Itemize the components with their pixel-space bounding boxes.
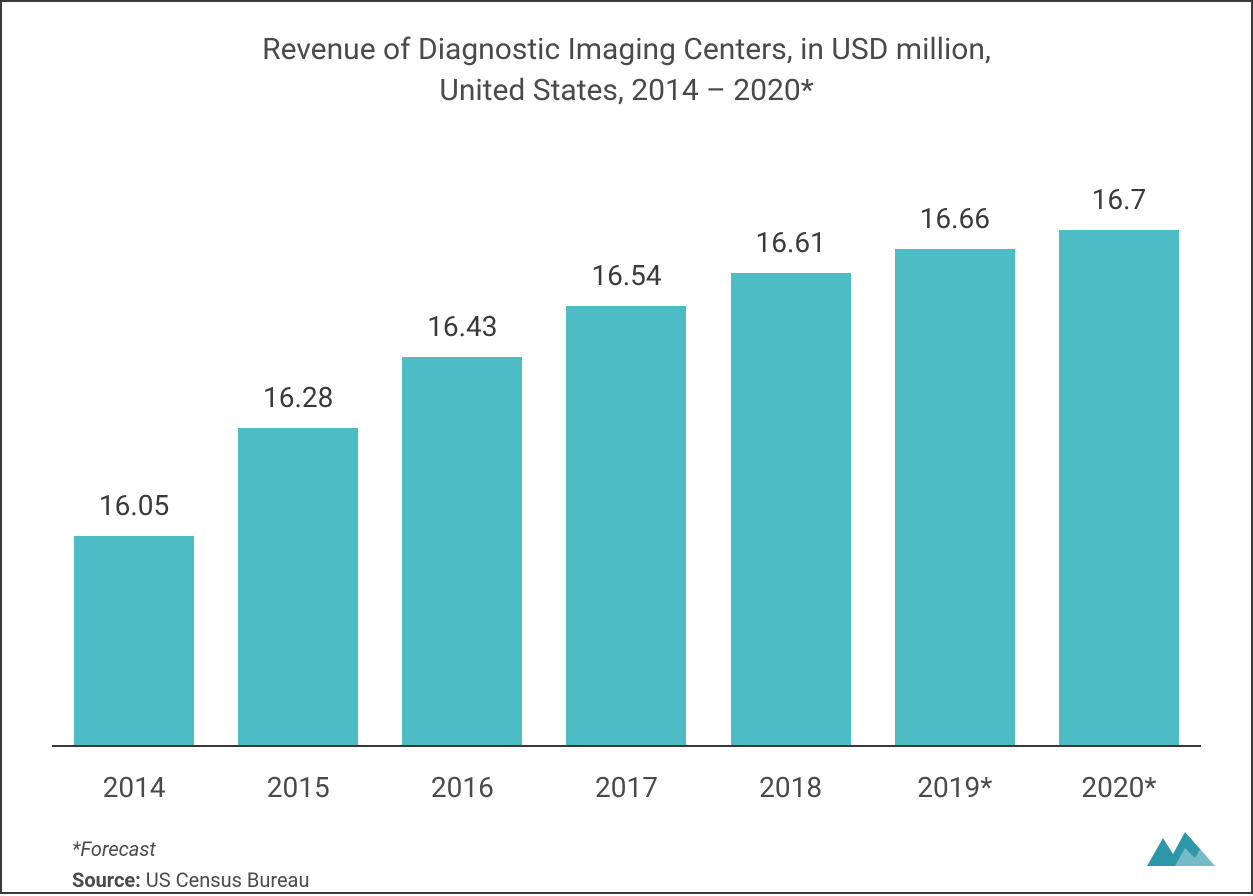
x-axis-label: 2018 [709,771,873,804]
bar-column: 16.43 [380,147,544,747]
x-axis-label: 2017 [544,771,708,804]
bar-value-label: 16.28 [263,381,333,414]
chart-title: Revenue of Diagnostic Imaging Centers, i… [42,30,1211,111]
bar-column: 16.54 [544,147,708,747]
source-label: Source: [72,868,141,892]
bar-value-label: 16.54 [591,259,661,292]
bar-column: 16.7 [1037,147,1201,747]
x-axis-baseline [52,745,1201,747]
bars-row: 16.05 16.28 16.43 16.54 16.61 16.66 16.7 [52,147,1201,747]
chart-title-line2: United States, 2014 – 2020* [439,73,813,108]
bar-value-label: 16.66 [920,202,990,235]
source-note: Source: US Census Bureau [72,865,1211,896]
x-axis-label: 2014 [52,771,216,804]
bar [402,357,522,747]
chart-title-line1: Revenue of Diagnostic Imaging Centers, i… [262,32,991,67]
bar-column: 16.66 [873,147,1037,747]
mordor-logo-icon [1147,828,1215,866]
bar [74,536,194,747]
bar-column: 16.28 [216,147,380,747]
bar-value-label: 16.43 [427,310,497,343]
bar-column: 16.05 [52,147,216,747]
bar [1059,230,1179,747]
bar [566,306,686,747]
bar-value-label: 16.05 [99,489,169,522]
chart-plot-area: 16.05 16.28 16.43 16.54 16.61 16.66 16.7 [52,147,1201,747]
x-axis-label: 2020* [1037,771,1201,804]
x-axis-label: 2015 [216,771,380,804]
source-value: US Census Bureau [141,868,310,892]
bar [238,428,358,747]
bar-column: 16.61 [709,147,873,747]
bar-value-label: 16.61 [755,226,825,259]
chart-frame: Revenue of Diagnostic Imaging Centers, i… [0,0,1253,894]
bar [895,249,1015,747]
x-axis-label: 2016 [380,771,544,804]
bar [731,273,851,747]
x-axis-label: 2019* [873,771,1037,804]
forecast-note: *Forecast [72,834,1211,865]
bar-value-label: 16.7 [1092,183,1147,216]
footnotes: *Forecast Source: US Census Bureau [72,834,1211,896]
x-axis-labels: 201420152016201720182019*2020* [52,771,1201,804]
